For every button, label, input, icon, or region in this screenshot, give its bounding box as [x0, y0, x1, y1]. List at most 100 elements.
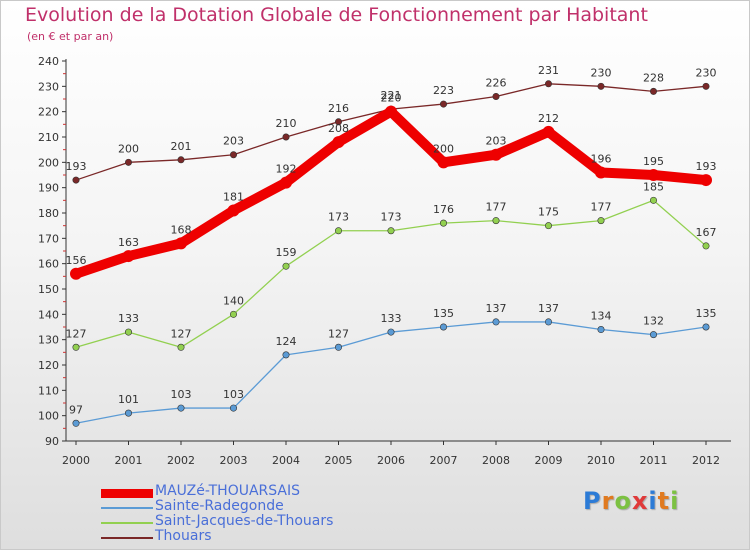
x-tick-label: 2011 [640, 454, 668, 467]
series-mauz-thouarsais: 156 163 168 181 192 208 220 200 203 212 196 195 193 [66, 92, 717, 280]
data-point [700, 174, 712, 187]
data-point [227, 204, 240, 217]
data-point [439, 100, 447, 108]
data-point [282, 351, 290, 359]
data-label: 167 [696, 226, 717, 239]
data-point [72, 176, 80, 184]
data-label: 133 [381, 312, 402, 325]
data-label: 230 [591, 66, 612, 79]
logo-letter: P [583, 487, 602, 515]
data-point [702, 323, 710, 331]
data-label: 135 [433, 307, 454, 320]
data-point [334, 118, 342, 126]
y-tick-label: 230 [38, 80, 59, 93]
series-sainte-radegonde: 97 101 103 103 124 127 133 135 137 137 134 132 135 [69, 302, 717, 427]
data-point [647, 169, 660, 181]
legend-label: Thouars [155, 528, 212, 544]
y-tick-label: 220 [38, 106, 59, 119]
data-point [177, 156, 185, 164]
x-tick-label: 2000 [62, 454, 90, 467]
logo-letter: i [648, 487, 658, 515]
data-label: 181 [223, 190, 244, 203]
legend-swatch [101, 488, 153, 498]
data-label: 228 [643, 71, 664, 84]
data-label: 127 [66, 327, 87, 340]
logo-letter: r [601, 487, 615, 515]
data-point [230, 151, 238, 159]
x-tick-label: 2009 [535, 454, 563, 467]
data-label: 173 [381, 211, 402, 224]
series-line [71, 106, 711, 279]
data-point [492, 92, 500, 100]
data-label: 193 [696, 160, 717, 173]
proxiti-logo: Proxiti [583, 487, 679, 515]
x-tick-label: 2008 [482, 454, 510, 467]
x-tick-label: 2006 [377, 454, 405, 467]
data-point [649, 196, 657, 204]
x-tick-label: 2002 [167, 454, 195, 467]
data-point [125, 409, 133, 417]
data-label: 140 [223, 294, 244, 307]
logo-letter: t [657, 487, 671, 515]
data-point [544, 222, 552, 230]
data-point [70, 267, 82, 280]
data-label: 127 [171, 327, 192, 340]
x-tick-label: 2001 [115, 454, 143, 467]
data-label: 135 [696, 307, 717, 320]
data-label: 137 [486, 302, 507, 315]
data-point [649, 331, 657, 339]
data-point [544, 318, 552, 326]
y-tick-label: 180 [38, 207, 59, 220]
series-saint-jacques-de-thouars: 127 133 127 140 159 173 173 176 177 175 177 185 167 [66, 180, 717, 351]
data-point [334, 227, 342, 235]
data-label: 200 [118, 142, 139, 155]
data-point [334, 343, 342, 351]
data-label: 212 [538, 112, 559, 125]
legend-swatch [101, 507, 153, 509]
data-label: 177 [591, 201, 612, 214]
y-tick-label: 140 [38, 308, 59, 321]
data-point [282, 262, 290, 270]
data-label: 221 [381, 89, 402, 102]
data-point [387, 227, 395, 235]
y-tick-label: 130 [38, 334, 59, 347]
data-label: 103 [171, 388, 192, 401]
data-label: 203 [223, 135, 244, 148]
y-tick-label: 190 [38, 182, 59, 195]
data-label: 173 [328, 211, 349, 224]
logo-letter: i [670, 487, 680, 515]
data-point [597, 217, 605, 225]
data-label: 163 [118, 236, 139, 249]
chart-subtitle: (en € et par an) [27, 30, 114, 43]
data-point [490, 148, 502, 161]
x-tick-label: 2003 [220, 454, 248, 467]
y-tick-label: 170 [38, 232, 59, 245]
y-tick-label: 160 [38, 258, 59, 271]
x-tick-label: 2005 [325, 454, 353, 467]
data-label: 132 [643, 315, 664, 328]
data-point [702, 242, 710, 250]
data-label: 201 [171, 140, 192, 153]
data-point [649, 87, 657, 95]
data-point [177, 343, 185, 351]
data-point [282, 133, 290, 141]
data-label: 230 [696, 66, 717, 79]
data-point [122, 250, 135, 263]
data-label: 203 [486, 135, 507, 148]
data-point [544, 80, 552, 88]
data-label: 176 [433, 203, 454, 216]
data-label: 101 [118, 393, 139, 406]
data-label: 175 [538, 206, 559, 219]
data-point [492, 318, 500, 326]
data-label: 208 [328, 122, 349, 135]
data-label: 220 [381, 92, 402, 105]
data-label: 97 [69, 403, 83, 416]
data-point [387, 328, 395, 336]
legend-swatch [101, 537, 153, 539]
data-point [437, 156, 450, 169]
data-label: 210 [276, 117, 297, 130]
data-label: 159 [276, 246, 297, 259]
data-label: 195 [643, 155, 664, 168]
